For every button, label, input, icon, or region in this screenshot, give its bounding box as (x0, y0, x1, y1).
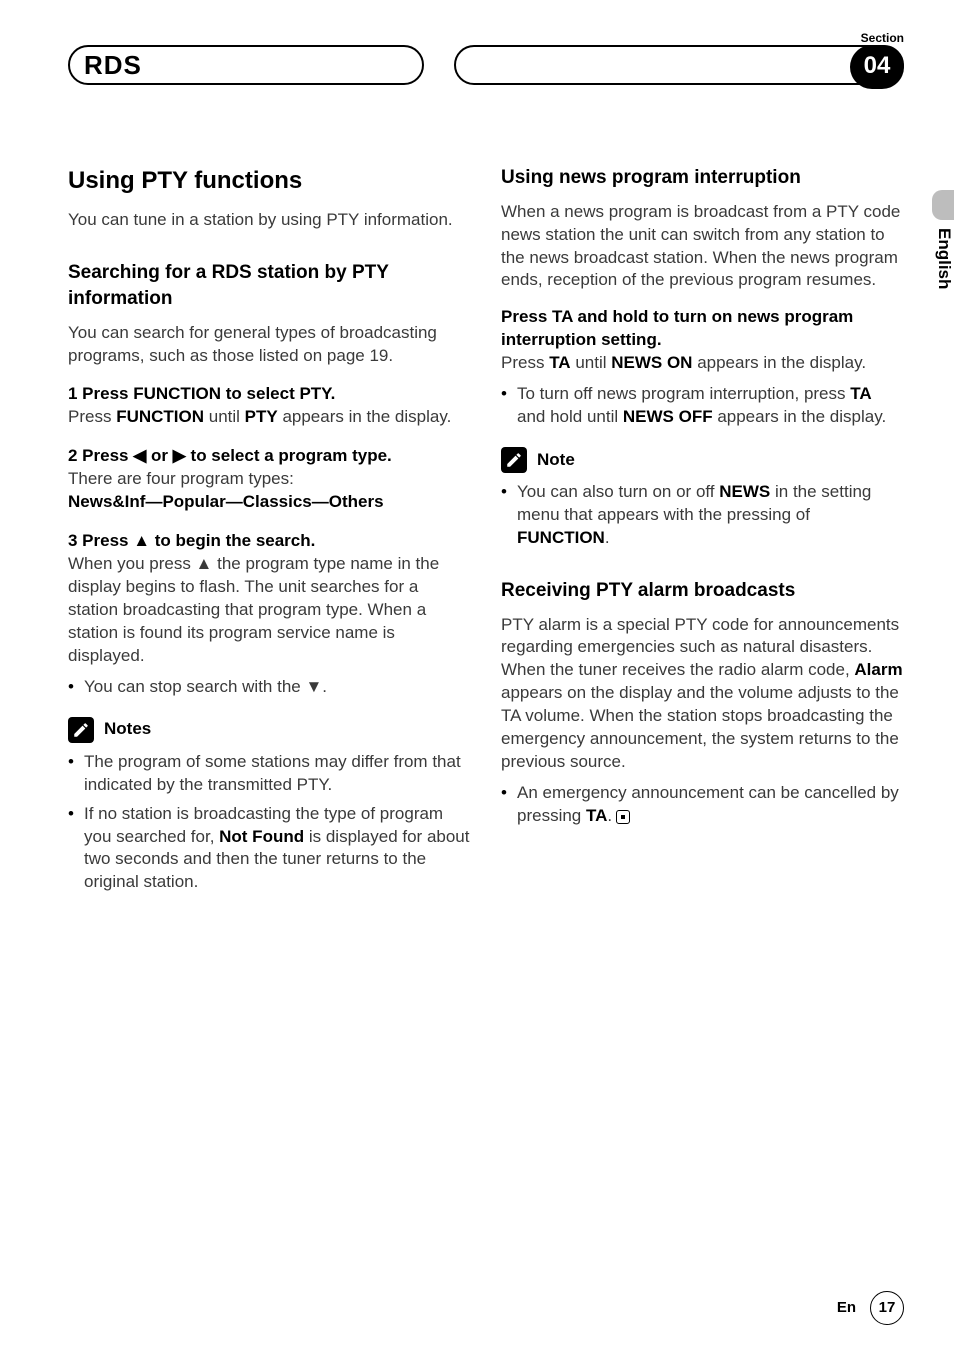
intro-text: You can tune in a station by using PTY i… (68, 209, 471, 232)
tab-indicator (932, 190, 954, 220)
notes-label: Notes (104, 718, 151, 741)
page-number-circle: 17 (870, 1291, 904, 1325)
step1-body-b: until (204, 407, 245, 426)
step2-lead: 2 Press ◀ or ▶ to select a program type. (68, 446, 392, 465)
footer-language-short: En (837, 1298, 856, 1318)
chapter-title-pill: RDS (68, 45, 424, 85)
page-header: Section RDS 04 (68, 30, 904, 85)
chapter-title: RDS (84, 50, 142, 80)
step1-pty: PTY (245, 407, 278, 426)
note-header-single: Note (501, 447, 904, 473)
right-column: Using news program interruption When a n… (501, 165, 904, 900)
note-item-2: If no station is broadcasting the type o… (68, 803, 471, 895)
alarm-intro: PTY alarm is a special PTY code for anno… (501, 614, 904, 775)
notes-header: Notes (68, 717, 471, 743)
step2-body: There are four program types: (68, 469, 294, 488)
heading-using-pty: Using PTY functions (68, 165, 471, 197)
step3-lead: 3 Press ▲ to begin the search. (68, 531, 315, 550)
step1-body-a: Press (68, 407, 116, 426)
heading-news-interruption: Using news program interruption (501, 165, 904, 191)
news-step-lead: Press TA and hold to turn on news progra… (501, 307, 853, 349)
section-label: Section (861, 30, 904, 46)
step1-body-c: appears in the display. (278, 407, 452, 426)
heading-search-rds: Searching for a RDS station by PTY infor… (68, 260, 471, 311)
step3-body: When you press ▲ the program type name i… (68, 554, 439, 665)
news-intro: When a news program is broadcast from a … (501, 201, 904, 293)
page-footer: En 17 (837, 1291, 904, 1325)
pencil-icon (68, 717, 94, 743)
tab-language-label: English (932, 224, 954, 293)
chapter-number-badge: 04 (850, 45, 904, 89)
step3-bullet: You can stop search with the ▼. (68, 676, 471, 699)
end-section-icon (616, 810, 630, 824)
note-news-toggle: You can also turn on or off NEWS in the … (501, 481, 904, 550)
left-column: Using PTY functions You can tune in a st… (68, 165, 471, 900)
news-off-bullet: To turn off news program interruption, p… (501, 383, 904, 429)
chapter-number-pill: 04 (454, 45, 904, 85)
pencil-icon (501, 447, 527, 473)
step1-lead: 1 Press FUNCTION to select PTY. (68, 384, 335, 403)
step1-function: FUNCTION (116, 407, 204, 426)
page-number: 17 (879, 1298, 896, 1318)
alarm-cancel-bullet: An emergency announcement can be cancell… (501, 782, 904, 828)
content-columns: Using PTY functions You can tune in a st… (68, 165, 904, 900)
note-item-1: The program of some stations may differ … (68, 751, 471, 797)
note-label-single: Note (537, 449, 575, 472)
side-language-tabs: English (932, 190, 954, 293)
step2-types: News&Inf—Popular—Classics—Others (68, 492, 384, 511)
search-intro: You can search for general types of broa… (68, 322, 471, 368)
heading-pty-alarm: Receiving PTY alarm broadcasts (501, 578, 904, 604)
